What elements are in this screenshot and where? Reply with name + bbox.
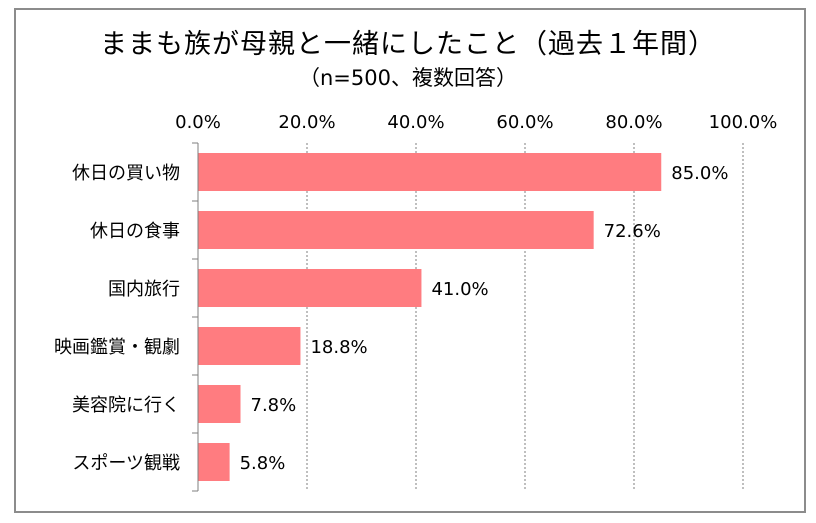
value-label: 41.0% [431, 279, 488, 300]
x-tick-label: 0.0% [175, 112, 221, 133]
category-label: 美容院に行く [72, 395, 180, 416]
gridlines [192, 142, 744, 492]
category-label: 休日の買い物 [72, 163, 180, 184]
value-label: 18.8% [310, 337, 367, 358]
x-tick-label: 60.0% [496, 112, 553, 133]
bar [198, 443, 230, 481]
value-label: 72.6% [604, 221, 661, 242]
bar [198, 327, 301, 365]
value-label: 85.0% [671, 163, 728, 184]
bar [198, 211, 594, 249]
value-label: 7.8% [251, 395, 297, 416]
category-label: 映画鑑賞・観劇 [54, 337, 180, 358]
bar [198, 269, 422, 307]
value-label: 5.8% [240, 453, 286, 474]
bar [198, 385, 241, 423]
chart-frame [14, 8, 806, 513]
x-axis-tick-labels: 0.0% 20.0% 40.0% 60.0% 80.0% 100.0% [175, 112, 777, 133]
x-tick-label: 20.0% [278, 112, 335, 133]
chart-subtitle: （n=500、複数回答） [299, 66, 517, 90]
x-tick-label: 100.0% [709, 112, 778, 133]
value-labels: 85.0% 72.6% 41.0% 18.8% 7.8% 5.8% [240, 163, 729, 474]
category-label: スポーツ観戦 [72, 453, 180, 474]
category-label: 国内旅行 [108, 279, 180, 300]
bar [198, 153, 662, 191]
category-label: 休日の食事 [90, 221, 180, 242]
chart-title: ままも族が母親と一緒にしたこと（過去１年間） [100, 29, 716, 60]
x-tick-label: 40.0% [387, 112, 444, 133]
bars [198, 153, 662, 481]
x-tick-label: 80.0% [605, 112, 662, 133]
